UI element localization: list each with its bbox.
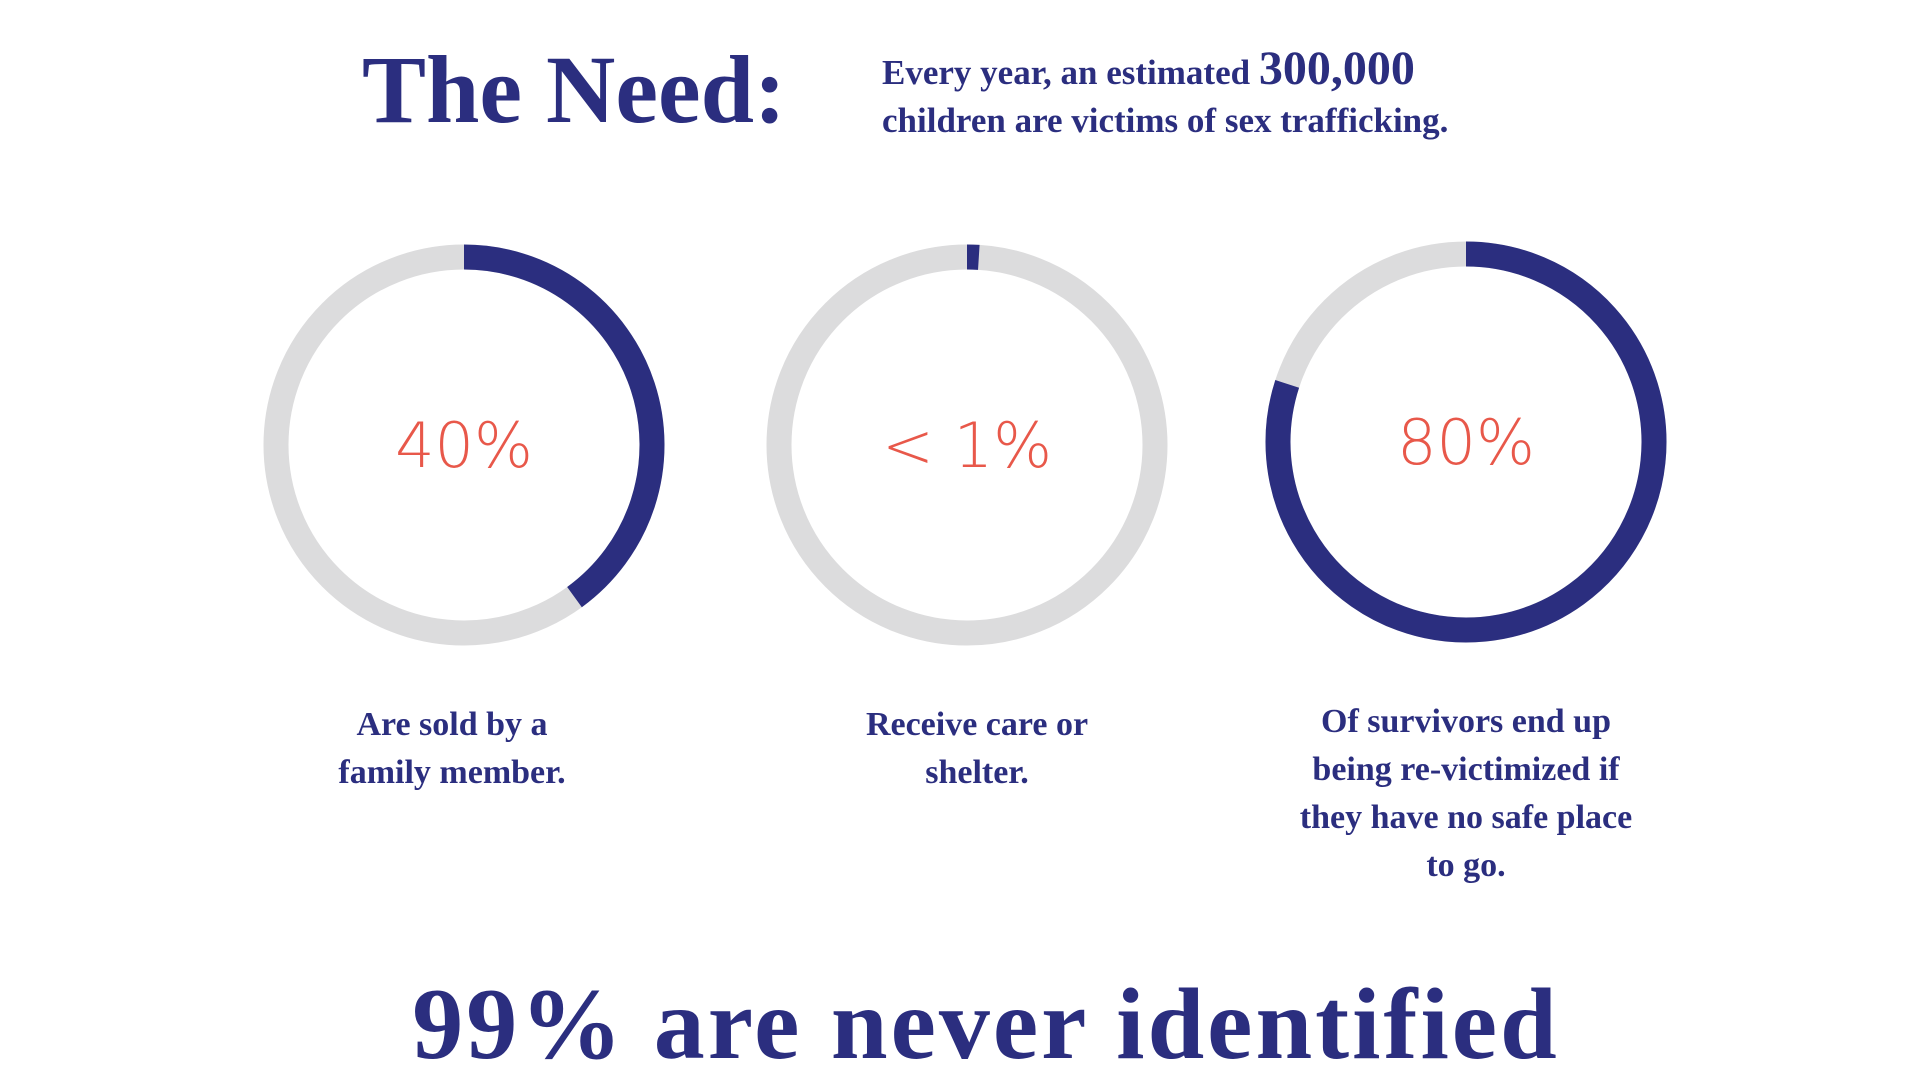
subtitle-line: Every year, an estimated 300,000: [882, 42, 1415, 95]
footer-headline: 99% are never identified: [412, 968, 1560, 1080]
subtitle-line: children are victims of sex trafficking.: [882, 101, 1448, 140]
caption-line: they have no safe place: [1300, 799, 1632, 836]
donut-value-label: 80%: [1397, 406, 1535, 479]
caption-line: to go.: [1426, 847, 1505, 884]
donut-value-label: 40%: [395, 409, 533, 482]
subtitle-highlight: 300,000: [1259, 42, 1415, 95]
donut-value-label: < 1%: [882, 409, 1052, 482]
title: The Need:: [362, 36, 786, 143]
caption-line: being re-victimized if: [1312, 751, 1620, 788]
subtitle-text: Every year, an estimated: [882, 53, 1251, 92]
caption-line: Are sold by a: [356, 706, 547, 743]
donut-arc: [1265, 241, 1667, 643]
caption-line: family member.: [338, 754, 565, 791]
caption-line: shelter.: [925, 754, 1029, 791]
caption-line: Receive care or: [866, 706, 1088, 743]
donut-arc: [463, 244, 665, 608]
caption-line: Of survivors end up: [1321, 703, 1611, 740]
